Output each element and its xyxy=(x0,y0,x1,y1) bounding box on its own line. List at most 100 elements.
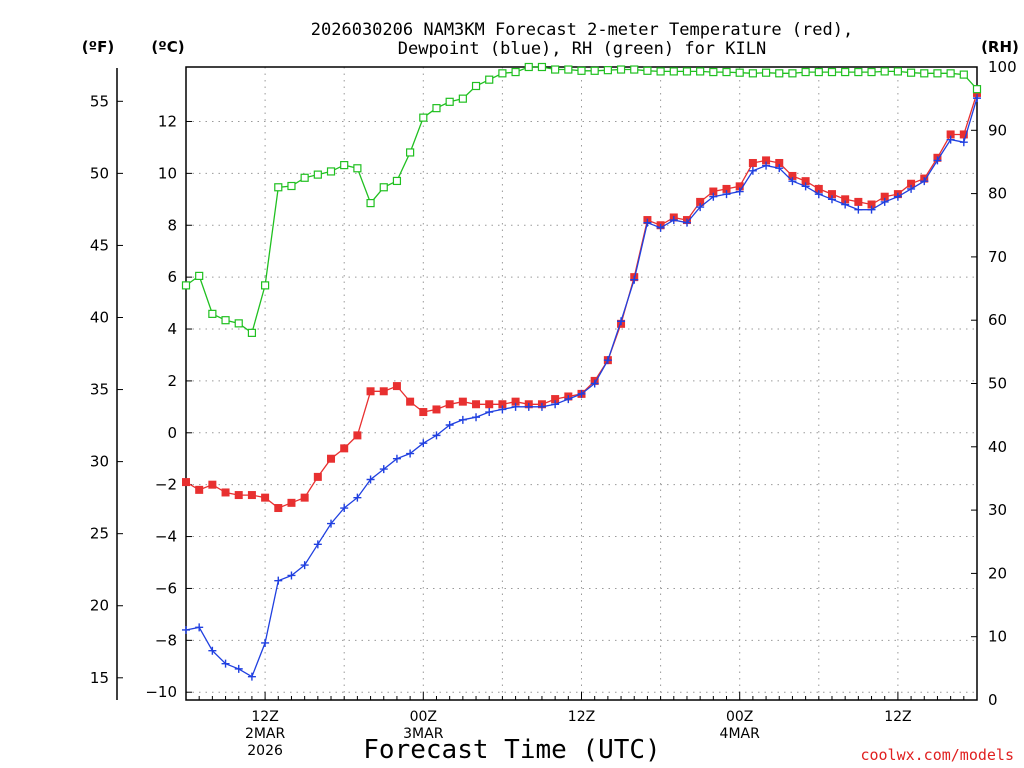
rh-point xyxy=(854,67,863,77)
dewpoint-point xyxy=(907,184,916,193)
rh-point xyxy=(274,183,283,192)
dewpoint-point xyxy=(669,216,678,225)
fahrenheit-tick-label: 40 xyxy=(90,308,109,326)
celsius-tick-label: 10 xyxy=(158,164,177,182)
dewpoint-point xyxy=(735,187,744,196)
rh-tick-label: 30 xyxy=(988,501,1007,519)
rh-point xyxy=(630,65,639,74)
fahrenheit-tick-label: 30 xyxy=(90,453,109,471)
temperature-line xyxy=(185,92,978,509)
dewpoint-point xyxy=(195,623,204,632)
celsius-axis-unit: (ºC) xyxy=(151,38,184,56)
celsius-tick-label: 12 xyxy=(158,112,177,130)
temperature-point xyxy=(221,488,230,497)
rh-point xyxy=(195,271,204,280)
dewpoint-point xyxy=(498,405,507,414)
rh-point xyxy=(498,69,507,78)
dewpoint-point xyxy=(182,625,190,634)
temperature-point xyxy=(340,444,349,453)
rh-point xyxy=(445,97,454,106)
dewpoint-point xyxy=(643,218,652,227)
celsius-tick-label: 4 xyxy=(167,320,177,338)
temperature-point xyxy=(300,493,309,502)
temperature-point xyxy=(748,158,757,167)
rh-point xyxy=(616,65,626,74)
dewpoint-point xyxy=(880,197,889,206)
temperature-point xyxy=(208,480,217,489)
x-axis-label: Forecast Time (UTC) xyxy=(363,735,660,765)
series-rh xyxy=(181,62,982,337)
dewpoint-point xyxy=(274,576,283,585)
dewpoint-point xyxy=(353,493,362,502)
dewpoint-point xyxy=(247,672,256,681)
series-dewpoint xyxy=(182,94,981,681)
dewpoint-point xyxy=(287,571,296,580)
temperature-point xyxy=(458,397,467,406)
temperature-point xyxy=(366,387,375,396)
rh-point xyxy=(181,281,191,290)
rh-point xyxy=(906,68,916,77)
rh-tick-label: 100 xyxy=(988,58,1017,76)
rh-point xyxy=(735,68,744,77)
temperature-point xyxy=(485,400,494,409)
temperature-point xyxy=(274,504,283,513)
rh-point xyxy=(208,309,217,318)
dewpoint-point xyxy=(590,379,599,388)
dewpoint-point xyxy=(722,190,731,199)
rh-point xyxy=(722,67,731,77)
rh-point xyxy=(867,67,876,77)
rh-point xyxy=(524,62,533,72)
chart-subtitle: Dewpoint (blue), RH (green) for KILN xyxy=(398,39,766,59)
dewpoint-point xyxy=(854,205,863,214)
rh-point xyxy=(933,69,942,78)
temperature-point xyxy=(406,397,415,406)
temperature-point xyxy=(353,431,362,440)
rh-point xyxy=(366,198,375,208)
dewpoint-point xyxy=(920,177,929,186)
temperature-point xyxy=(247,491,256,500)
dewpoint-point xyxy=(313,540,322,549)
plot-frame xyxy=(185,66,978,701)
temperature-point xyxy=(472,400,481,409)
x-tick-label: 00Z xyxy=(410,709,437,725)
rh-point xyxy=(564,65,573,74)
dewpoint-point xyxy=(788,177,797,186)
celsius-tick-label: −8 xyxy=(155,631,177,649)
x-tick-label: 12Z xyxy=(251,709,278,725)
dewpoint-point xyxy=(801,182,810,191)
grid-lines xyxy=(186,67,977,700)
dewpoint-point xyxy=(327,519,336,528)
rh-tick-label: 10 xyxy=(988,628,1007,646)
credit-link[interactable]: coolwx.com/models xyxy=(860,746,1014,764)
dewpoint-point xyxy=(630,275,639,284)
temperature-point xyxy=(234,491,243,500)
rh-tick-label: 0 xyxy=(988,691,998,709)
rh-point xyxy=(326,167,336,176)
dewpoint-point xyxy=(893,192,902,201)
axes: 15 20 25 30 35 40 45 50 55 −10 −8 −6 −4 −2 0 2 4 6 8 10 12 0 1… xyxy=(90,58,1017,759)
temperature-point xyxy=(287,498,296,507)
rh-point xyxy=(300,173,309,182)
celsius-tick-label: −10 xyxy=(145,683,177,701)
rh-point xyxy=(590,66,599,75)
x-tick-label: 2026 xyxy=(247,743,283,759)
dewpoint-point xyxy=(379,465,388,474)
rh-point xyxy=(313,170,322,179)
rh-point xyxy=(551,65,560,74)
dewpoint-point xyxy=(551,400,560,409)
celsius-tick-label: −2 xyxy=(155,476,177,494)
dewpoint-point xyxy=(511,402,520,411)
rh-point xyxy=(353,164,362,173)
rh-point xyxy=(419,113,428,122)
dewpoint-point xyxy=(406,449,415,458)
temperature-point xyxy=(445,400,454,409)
dewpoint-point xyxy=(485,408,494,417)
dewpoint-point xyxy=(709,192,718,201)
fahrenheit-tick-label: 45 xyxy=(90,236,109,254)
dewpoint-point xyxy=(946,135,955,144)
dewpoint-point xyxy=(841,200,850,209)
rh-point xyxy=(234,319,243,328)
temperature-point xyxy=(195,485,204,494)
dewpoint-point xyxy=(656,223,665,232)
rh-point xyxy=(761,68,771,77)
